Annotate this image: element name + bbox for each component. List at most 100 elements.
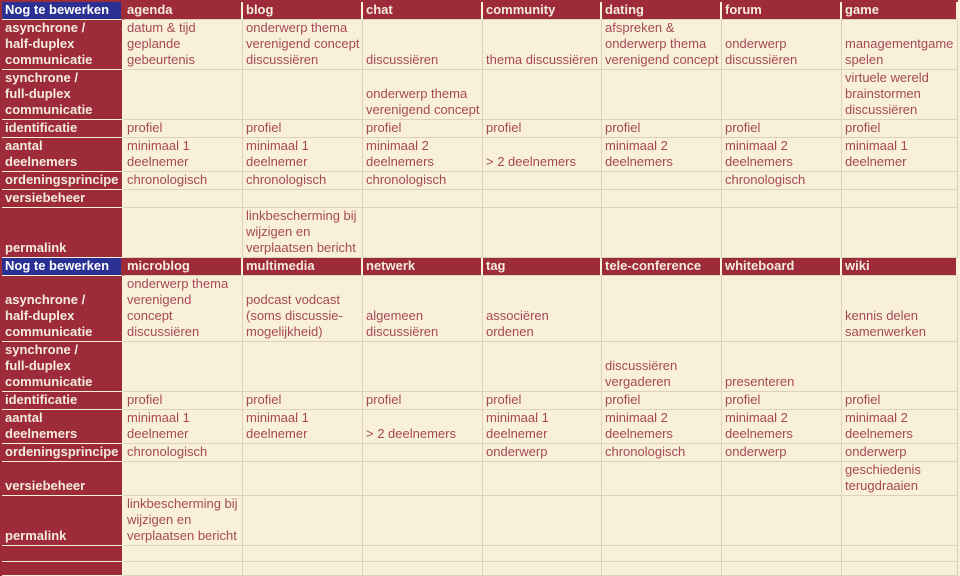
table-cell: geschiedenis terugdraaien [842, 462, 958, 496]
table-row: permalink linkbescherming bij wijzigen e… [2, 208, 958, 258]
table-cell [483, 70, 602, 120]
table-cell: minimaal 2 deelnemers [722, 410, 842, 444]
table-row: versiebeheer geschiedenis terugdraaien [2, 462, 958, 496]
column-header-microblog: microblog [124, 258, 243, 276]
column-header-game: game [842, 2, 958, 20]
table-cell: virtuele wereld brainstormen discussiëre… [842, 70, 958, 120]
table-cell [243, 496, 363, 546]
table-cell: > 2 deelnemers [363, 410, 483, 444]
table-cell: presenteren [722, 342, 842, 392]
table-cell [602, 208, 722, 258]
table-cell [483, 190, 602, 208]
table-cell [842, 496, 958, 546]
table-cell: profiel [124, 392, 243, 410]
table-cell: profiel [483, 392, 602, 410]
corner-link-section1[interactable]: Nog te bewerken [2, 2, 124, 20]
table-cell: onderwerp thema verenigend concept [363, 70, 483, 120]
table-cell: algemeen discussiëren [363, 276, 483, 342]
table-cell [722, 190, 842, 208]
table-cell: profiel [363, 392, 483, 410]
row-label-aantal-deelnemers: aantal deelnemers [2, 138, 124, 172]
table-cell [363, 444, 483, 462]
table-cell [363, 546, 483, 562]
table-cell [363, 190, 483, 208]
table-cell: onderwerp thema verenigend concept discu… [124, 276, 243, 342]
table-cell [602, 546, 722, 562]
table-cell: linkbescherming bij wijzigen en verplaat… [124, 496, 243, 546]
table-cell [602, 70, 722, 120]
table-cell: minimaal 1 deelnemer [842, 138, 958, 172]
table-cell [602, 172, 722, 190]
table-cell [363, 342, 483, 392]
table-row: identificatie profiel profiel profiel pr… [2, 120, 958, 138]
table-row: versiebeheer [2, 190, 958, 208]
table-cell [722, 208, 842, 258]
table-cell: discussiëren vergaderen [602, 342, 722, 392]
table-cell: profiel [483, 120, 602, 138]
row-label-asynchrone-communicatie: asynchrone / half-duplex communicatie [2, 20, 124, 70]
table-cell [722, 70, 842, 120]
table-cell [842, 342, 958, 392]
table-row: asynchrone / half-duplex communicatie da… [2, 20, 958, 70]
table-cell: onderwerp discussiëren [722, 20, 842, 70]
table-cell: afspreken & onderwerp thema verenigend c… [602, 20, 722, 70]
table-cell: > 2 deelnemers [483, 138, 602, 172]
corner-link-section2[interactable]: Nog te bewerken [2, 258, 124, 276]
table-cell: onderwerp thema verenigend concept discu… [243, 20, 363, 70]
table-cell [602, 562, 722, 576]
table-cell: datum & tijd geplande gebeurtenis [124, 20, 243, 70]
table-cell [243, 342, 363, 392]
table-cell [483, 562, 602, 576]
row-label-ordeningsprincipe: ordeningsprincipe [2, 444, 124, 462]
table-cell: profiel [602, 392, 722, 410]
table-cell [722, 546, 842, 562]
table-cell: profiel [363, 120, 483, 138]
table-cell [243, 70, 363, 120]
table-row: synchrone / full-duplex communicatie ond… [2, 70, 958, 120]
table-row: permalink linkbescherming bij wijzigen e… [2, 496, 958, 546]
row-label-identificatie: identificatie [2, 120, 124, 138]
column-header-chat: chat [363, 2, 483, 20]
column-header-blog: blog [243, 2, 363, 20]
table-cell: minimaal 2 deelnemers [602, 410, 722, 444]
table-cell [842, 208, 958, 258]
table-cell: chronologisch [124, 444, 243, 462]
row-label-versiebeheer: versiebeheer [2, 462, 124, 496]
row-label-synchrone-communicatie: synchrone / full-duplex communicatie [2, 70, 124, 120]
table-cell [483, 496, 602, 546]
table-cell: chronologisch [722, 172, 842, 190]
column-header-multimedia: multimedia [243, 258, 363, 276]
table-cell [722, 562, 842, 576]
table-cell: podcast vodcast (soms discussie- mogelij… [243, 276, 363, 342]
table-cell: thema discussiëren [483, 20, 602, 70]
row-label-aantal-deelnemers: aantal deelnemers [2, 410, 124, 444]
table-row: ordeningsprincipe chronologisch chronolo… [2, 172, 958, 190]
table-row: aantal deelnemers minimaal 1 deelnemer m… [2, 138, 958, 172]
table-cell: associëren ordenen [483, 276, 602, 342]
table-cell [124, 208, 243, 258]
table-cell [483, 546, 602, 562]
table-cell: minimaal 1 deelnemer [124, 138, 243, 172]
table-cell [124, 462, 243, 496]
table-cell [602, 496, 722, 546]
column-header-wiki: wiki [842, 258, 958, 276]
table-cell: minimaal 2 deelnemers [842, 410, 958, 444]
table-cell: discussiëren [363, 20, 483, 70]
table-cell [602, 276, 722, 342]
table-cell: chronologisch [602, 444, 722, 462]
table-cell [602, 462, 722, 496]
table-row: ordeningsprincipe chronologisch onderwer… [2, 444, 958, 462]
table-cell [243, 444, 363, 462]
table-cell [363, 462, 483, 496]
row-label-asynchrone-communicatie: asynchrone / half-duplex communicatie [2, 276, 124, 342]
row-label-empty [2, 562, 124, 576]
table-cell: onderwerp [842, 444, 958, 462]
table-cell: onderwerp [722, 444, 842, 462]
table-cell: managementgame spelen [842, 20, 958, 70]
table-cell: profiel [243, 392, 363, 410]
table-cell [842, 546, 958, 562]
row-label-empty [2, 546, 124, 562]
table-cell: chronologisch [363, 172, 483, 190]
column-header-dating: dating [602, 2, 722, 20]
